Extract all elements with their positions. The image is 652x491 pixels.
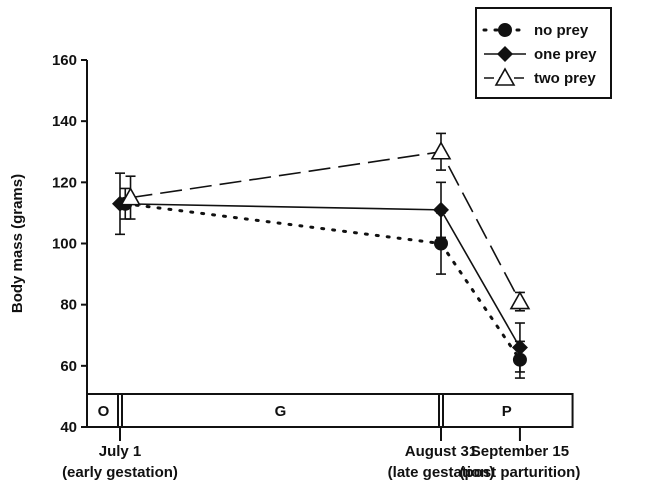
series-line (119, 202, 521, 348)
data-point (120, 186, 141, 206)
phase-label-o: O (98, 403, 110, 420)
legend-label: one prey (534, 46, 597, 63)
series-line (123, 202, 522, 362)
series-line (130, 150, 521, 302)
y-tick-label: 80 (60, 297, 77, 314)
phase-label-g: G (275, 403, 287, 420)
legend-marker (498, 23, 512, 37)
y-tick-label: 120 (52, 174, 77, 191)
data-point (434, 236, 448, 251)
axes: 40 60 80 100 120 140 160 Body mass (grams) July … (9, 52, 580, 481)
x-category-date: September 15 (471, 443, 569, 460)
legend-marker (494, 67, 516, 86)
x-category-date: August 31 (405, 443, 478, 460)
legend-marker (497, 46, 513, 62)
legend-label: no prey (534, 22, 589, 39)
y-axis-title: Body mass (grams) (9, 174, 26, 313)
phase-bar-frame (86, 393, 574, 428)
x-category-date: July 1 (99, 443, 142, 460)
y-tick-label: 100 (52, 236, 77, 253)
series-two-prey (120, 132, 531, 312)
x-category-note: (late gestation) (388, 464, 495, 481)
phase-label-p: P (502, 403, 512, 420)
y-tick-label: 40 (60, 419, 77, 436)
legend-item: one prey (484, 46, 597, 63)
data-point (430, 141, 452, 160)
y-tick-label: 60 (60, 358, 77, 375)
y-tick-label: 160 (52, 52, 77, 69)
legend-item: no prey (482, 22, 589, 39)
x-category-note: (post parturition) (460, 464, 581, 481)
legend-label: two prey (534, 70, 596, 87)
legend: no prey one prey two prey (475, 7, 612, 99)
data-point (433, 201, 449, 218)
data-point (511, 339, 528, 356)
series-no-prey (118, 187, 527, 379)
series-one-prey (112, 172, 528, 373)
y-tick-label: 140 (52, 113, 77, 130)
x-category-note: (early gestation) (62, 464, 178, 481)
series-layer (112, 132, 531, 379)
data-point (509, 290, 531, 310)
legend-item: two prey (484, 67, 596, 87)
